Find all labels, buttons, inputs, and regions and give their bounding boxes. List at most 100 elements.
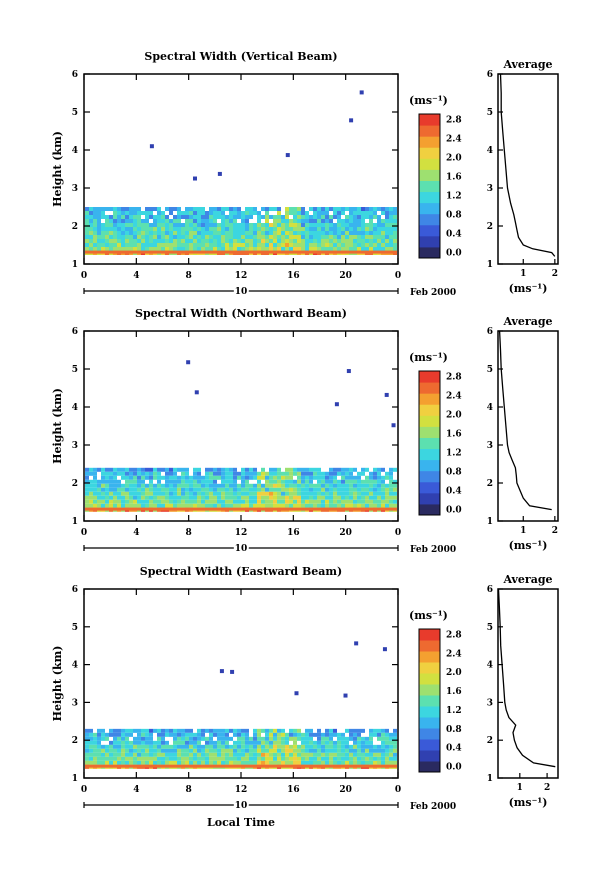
heatmap-cell (105, 239, 109, 243)
heatmap-cell (269, 744, 273, 749)
heatmap-cell (145, 243, 149, 247)
colorbar-swatch (419, 717, 440, 729)
heatmap-cell (337, 235, 341, 239)
heatmap-cell (301, 207, 305, 211)
heatmap-cell (253, 243, 257, 247)
heatmap-cell (93, 736, 97, 741)
heatmap-cell (305, 748, 309, 753)
profile-frame (497, 330, 559, 522)
heatmap-cell (377, 475, 381, 480)
heatmap-cell (209, 235, 213, 239)
heatmap-cell (161, 728, 165, 733)
heatmap-cell (161, 467, 165, 472)
heatmap-cell (253, 499, 257, 504)
heatmap-cell (377, 499, 381, 504)
heatmap-cell (113, 748, 117, 753)
heatmap-cell (337, 499, 341, 504)
heatmap-cell (385, 487, 389, 492)
heatmap-cell (189, 499, 193, 504)
heatmap-cell (153, 247, 157, 251)
heatmap-cell (349, 207, 353, 211)
heatmap-cell (269, 760, 273, 765)
heatmap-cell (381, 756, 385, 761)
heatmap-cell (105, 475, 109, 480)
heatmap-cell (209, 491, 213, 496)
heatmap-cell (149, 144, 154, 149)
heatmap-cell (317, 219, 321, 223)
heatmap-cell (289, 227, 293, 231)
heatmap-cell (293, 207, 297, 211)
heatmap-cell (329, 471, 333, 476)
heatmap-cell (141, 223, 145, 227)
heatmap-cell (329, 732, 333, 737)
heatmap-cell (337, 219, 341, 223)
heatmap-cell (237, 471, 241, 476)
heatmap-cell (273, 479, 277, 484)
heatmap-cell (369, 471, 373, 476)
heatmap-cell (145, 471, 149, 476)
heatmap-cell (377, 479, 381, 484)
heatmap-cell (129, 752, 133, 757)
heatmap-cell (205, 728, 209, 733)
heatmap-cell (305, 760, 309, 765)
heatmap-cell (309, 756, 313, 761)
heatmap-cell (153, 740, 157, 745)
heatmap-cell (277, 235, 281, 239)
heatmap-cell (189, 736, 193, 741)
colorbar-tick-label: 0.0 (446, 763, 462, 773)
heatmap-cell (345, 736, 349, 741)
heatmap-cell (165, 740, 169, 745)
heatmap-cell (369, 223, 373, 227)
heatmap-cell (309, 499, 313, 504)
heatmap-cell (321, 223, 325, 227)
heatmap-cell (133, 211, 137, 215)
heatmap-cell (373, 744, 377, 749)
heatmap-cell (281, 744, 285, 749)
heatmap-cell (385, 736, 389, 741)
heatmap-cell (105, 760, 109, 765)
heatmap-cell (217, 732, 221, 737)
heatmap-cell (385, 231, 389, 235)
heatmap-cell (233, 223, 237, 227)
heatmap-cell (193, 471, 197, 476)
heatmap-cell (325, 211, 329, 215)
heatmap-cell (213, 235, 217, 239)
heatmap-cell (281, 503, 285, 508)
heatmap-cell (97, 227, 101, 231)
heatmap-cell (113, 219, 117, 223)
heatmap-cell (145, 235, 149, 239)
heatmap-cell (353, 760, 357, 765)
heatmap-cell (169, 503, 173, 508)
heatmap-cell (361, 207, 365, 211)
y-tick-label: 1 (72, 517, 78, 527)
heatmap-cell (205, 219, 209, 223)
profile-y-tick-label: 5 (487, 108, 493, 118)
heatmap-cell (109, 479, 113, 484)
heatmap-cell (117, 471, 121, 476)
heatmap-cell (237, 740, 241, 745)
heatmap-cell (269, 740, 273, 745)
heatmap-cell (209, 744, 213, 749)
heatmap-cell (281, 247, 285, 251)
heatmap-cell (353, 491, 357, 496)
heatmap-cell (185, 744, 189, 749)
heatmap-cell (85, 223, 89, 227)
heatmap-cell (321, 503, 325, 508)
heatmap-cell (345, 744, 349, 749)
heatmap-cell (373, 215, 377, 219)
heatmap-cell (85, 239, 89, 243)
heatmap-cell (121, 752, 125, 757)
heatmap-cell (93, 740, 97, 745)
heatmap-cell (217, 756, 221, 761)
heatmap-cell (309, 239, 313, 243)
heatmap-cell (301, 491, 305, 496)
heatmap-cell (129, 215, 133, 219)
heatmap-cell (173, 732, 177, 737)
heatmap-cell (169, 760, 173, 765)
heatmap-cell (353, 475, 357, 480)
heatmap-cell (201, 728, 205, 733)
heatmap-cell (273, 495, 277, 500)
heatmap-cell (97, 211, 101, 215)
heatmap-cell (125, 239, 129, 243)
heatmap-cell (173, 756, 177, 761)
